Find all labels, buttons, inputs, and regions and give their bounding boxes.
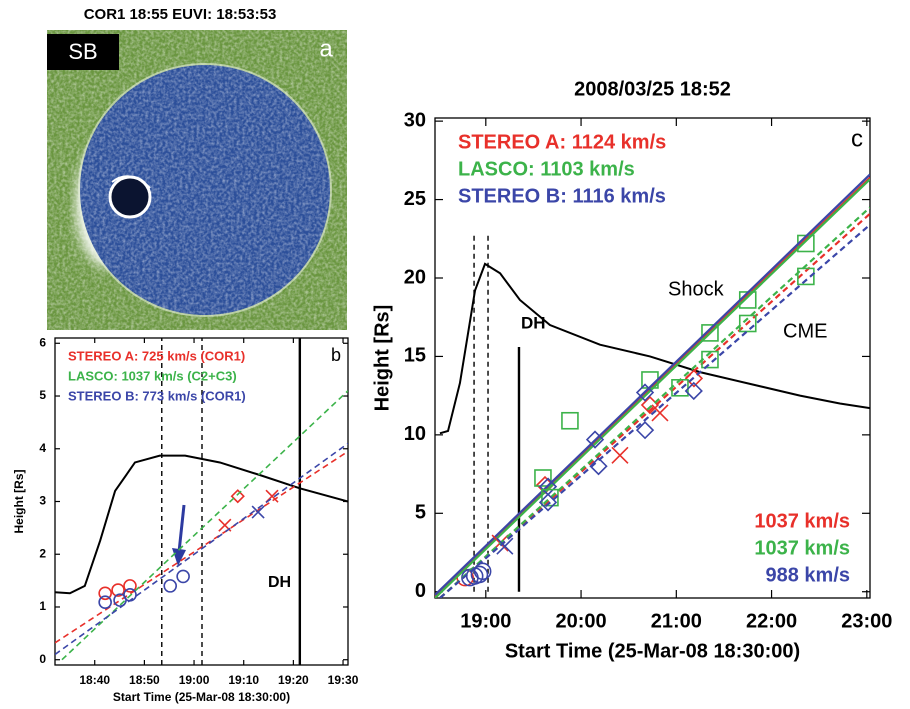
legend-entry: LASCO: 1103 km/s: [458, 158, 635, 180]
x-tick-label: 22:00: [746, 610, 797, 632]
y-axis-label: Height [Rs]: [12, 470, 26, 534]
plot-area: [55, 338, 348, 665]
y-tick-label: 3: [39, 494, 46, 508]
legend-entry: STEREO B: 773 km/s (COR1): [68, 388, 246, 403]
annotation: Shock: [668, 278, 725, 300]
badge: SB: [68, 39, 97, 64]
panel-label: a: [319, 35, 333, 62]
y-tick-label: 4: [39, 441, 46, 455]
legend-entry: 1037 km/s: [754, 510, 850, 532]
annotation: DH: [521, 313, 546, 332]
annotation: DH: [268, 574, 291, 591]
legend-entry: STEREO A: 1124 km/s: [458, 131, 666, 153]
legend-entry: LASCO: 1037 km/s (C2+C3): [68, 368, 237, 383]
x-tick-label: 19:00: [179, 673, 210, 687]
y-tick-label: 5: [415, 502, 426, 524]
y-tick-label: 30: [404, 109, 426, 131]
plot-area: [435, 174, 870, 598]
x-tick-label: 20:00: [555, 610, 606, 632]
x-axis-label: Start Time (25-Mar-08 18:30:00): [505, 640, 800, 662]
panel-label: b: [331, 345, 341, 365]
y-tick-label: 0: [415, 580, 426, 602]
fit-line: [435, 178, 870, 597]
arrow-shaft: [179, 505, 184, 552]
y-tick-label: 1: [39, 599, 46, 613]
arrow: [172, 505, 186, 566]
legend-entry: STEREO A: 725 km/s (COR1): [68, 348, 245, 363]
chart-title: 2008/03/25 18:52: [574, 78, 731, 100]
legend-entry: STEREO B: 1116 km/s: [458, 185, 666, 207]
y-tick-label: 15: [404, 345, 426, 367]
y-tick-label: 25: [404, 188, 426, 210]
x-tick-label: 19:30: [328, 673, 359, 687]
panel-a: COR1 18:55 EUVI: 18:53:53 SB a: [47, 6, 347, 330]
legend-entry: 988 km/s: [765, 564, 850, 586]
y-tick-label: 6: [39, 335, 46, 349]
y-tick-label: 0: [39, 652, 46, 666]
point: [612, 447, 628, 463]
point: [177, 570, 189, 582]
x-tick-label: 19:20: [278, 673, 309, 687]
x-tick-label: 18:40: [79, 673, 110, 687]
panel-b: 18:40 18:50 19:00 19:10 19:20 19:30 0 1 2 3 4 5 6 Sta…: [12, 335, 359, 704]
annotation: CME: [783, 320, 827, 342]
x-tick-label: 21:00: [651, 610, 702, 632]
x-tick-label: 19:10: [228, 673, 259, 687]
figure: COR1 18:55 EUVI: 18:53:53 SB a 18:40 18:5…: [0, 0, 910, 709]
x-tick-label: 18:50: [129, 673, 160, 687]
arrow-head: [172, 548, 186, 566]
point: [164, 580, 176, 592]
x-tick-label: 19:00: [460, 610, 511, 632]
panel-a-title: COR1 18:55 EUVI: 18:53:53: [84, 6, 277, 23]
point: [232, 490, 244, 502]
y-tick-label: 10: [404, 423, 426, 445]
page: { "panel_a": {"title": "COR1 18:55 EUVI:…: [0, 0, 910, 709]
point: [562, 413, 578, 429]
panel-label: c: [851, 125, 863, 152]
legend-entry: 1037 km/s: [754, 537, 850, 559]
y-tick-label: 20: [404, 266, 426, 288]
point: [99, 596, 111, 608]
y-tick-label: 5: [39, 388, 46, 402]
point: [497, 538, 513, 554]
x-axis-label: Start Time (25-Mar-08 18:30:00): [113, 690, 290, 704]
x-tick-label: 23:00: [841, 610, 892, 632]
y-axis-label: Height [Rs]: [371, 305, 393, 412]
y-tick-label: 2: [39, 546, 46, 560]
panel-c: 2008/03/25 18:52 19:00 20:00 21:00 22:00 23:0…: [371, 78, 892, 662]
